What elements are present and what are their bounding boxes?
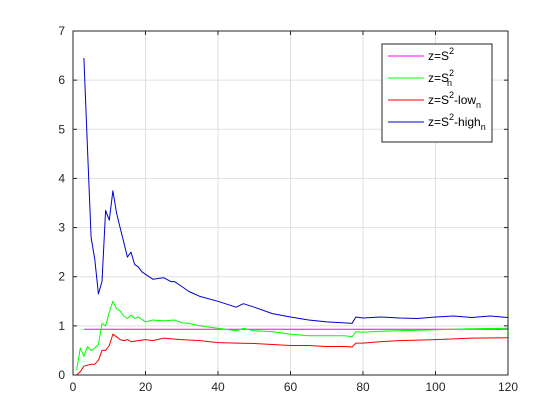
series-line-4 bbox=[83, 57, 509, 324]
legend-label-superscript: 2 bbox=[449, 90, 454, 100]
legend-label-main: z=S bbox=[428, 93, 449, 107]
y-tick-label: 7 bbox=[58, 24, 65, 38]
legend-box bbox=[381, 43, 493, 143]
x-tick-label: 80 bbox=[356, 380, 370, 394]
series-line-2 bbox=[76, 300, 509, 371]
legend-label-1: z=S2 bbox=[428, 46, 454, 63]
x-tick-label: 60 bbox=[284, 380, 298, 394]
x-tick-label: 100 bbox=[425, 380, 445, 394]
y-tick-label: 0 bbox=[58, 368, 65, 382]
y-tick-label: 3 bbox=[58, 221, 65, 235]
x-tick-label: 20 bbox=[139, 380, 153, 394]
y-tick-label: 1 bbox=[58, 319, 65, 333]
legend-label-2: z=S2 n bbox=[428, 68, 454, 88]
axis-ticks: 0 20 40 60 80 100 120 0 1 2 3 4 5 6 7 bbox=[58, 24, 518, 394]
legend-label-subscript: n bbox=[447, 78, 452, 88]
legend-label-superscript: 2 bbox=[449, 112, 454, 122]
x-tick-label: 40 bbox=[211, 380, 225, 394]
y-tick-label: 6 bbox=[58, 73, 65, 87]
legend-label-subscript: n bbox=[476, 100, 481, 110]
x-tick-label: 120 bbox=[498, 380, 518, 394]
legend-label-3: z=S2-lown bbox=[428, 90, 481, 110]
legend-label-tail: -low bbox=[454, 93, 476, 107]
legend-label-superscript: 2 bbox=[449, 46, 454, 56]
legend-label-superscript: 2 bbox=[449, 68, 454, 78]
legend-label-4: z=S2-highn bbox=[428, 112, 486, 132]
series-layer bbox=[76, 57, 509, 376]
legend-label-main: z=S bbox=[428, 115, 449, 129]
legend-label-subscript: n bbox=[481, 122, 486, 132]
legend-label-main: z=S bbox=[428, 49, 449, 63]
legend-label-main: z=S bbox=[428, 71, 449, 85]
x-tick-label: 0 bbox=[70, 380, 77, 394]
y-tick-label: 5 bbox=[58, 122, 65, 136]
y-tick-label: 2 bbox=[58, 270, 65, 284]
series-line-3 bbox=[76, 333, 509, 376]
y-tick-label: 4 bbox=[58, 171, 65, 185]
legend-label-tail: -high bbox=[454, 115, 481, 129]
